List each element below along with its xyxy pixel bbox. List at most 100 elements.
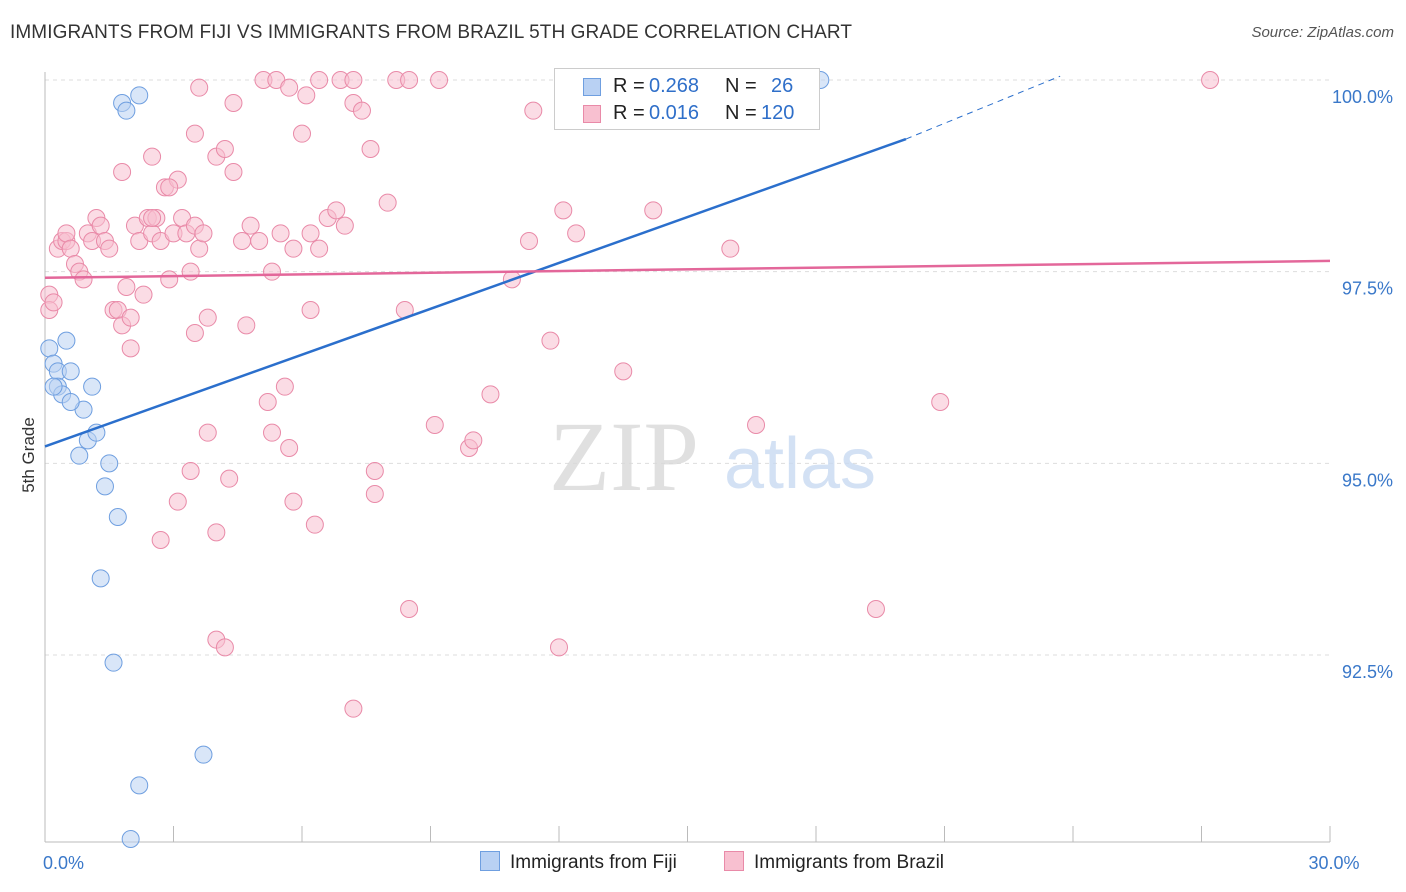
x-tick-label: 30.0% xyxy=(1308,853,1359,873)
fiji-trend-extension xyxy=(905,75,1061,140)
brazil-point xyxy=(747,416,766,434)
fiji-point xyxy=(104,653,123,672)
brazil-point xyxy=(113,163,132,181)
brazil-point xyxy=(224,163,243,181)
brazil-point xyxy=(57,224,76,243)
chart-title: IMMIGRANTS FROM FIJI VS IMMIGRANTS FROM … xyxy=(10,22,853,43)
brazil-point xyxy=(378,193,397,212)
brazil-point xyxy=(121,308,140,327)
brazil-point xyxy=(1201,71,1220,89)
brazil-point xyxy=(335,216,354,235)
brazil-point xyxy=(160,270,179,289)
fiji-point xyxy=(83,377,102,396)
brazil-point xyxy=(301,224,320,243)
legend-brazil-n-value: 120 xyxy=(761,102,795,124)
fiji-point xyxy=(121,830,140,848)
bottom-legend-fiji: Immigrants from Fiji xyxy=(480,851,677,874)
brazil-point xyxy=(168,492,187,511)
source-credit: Source: ZipAtlas.com xyxy=(1251,24,1394,41)
fiji-point xyxy=(130,776,149,795)
brazil-point xyxy=(143,147,162,166)
watermark-atlas: atlas xyxy=(724,424,876,504)
brazil-point xyxy=(550,638,568,657)
x-tick-label: 0.0% xyxy=(43,853,84,873)
brazil-point xyxy=(263,423,282,442)
brazil-point xyxy=(365,485,384,503)
brazil-point xyxy=(91,216,110,235)
brazil-point xyxy=(721,239,740,258)
brazil-point xyxy=(352,101,371,120)
brazil-point xyxy=(280,439,299,457)
fiji-point xyxy=(40,339,59,358)
brazil-point xyxy=(181,462,200,480)
brazil-point xyxy=(258,393,277,411)
y-tick-label: 97.5% xyxy=(1342,279,1393,299)
brazil-point xyxy=(224,94,243,112)
legend-fiji-n-value: 26 xyxy=(771,75,794,97)
brazil-point xyxy=(365,462,384,480)
brazil-point xyxy=(280,78,299,97)
fiji-point xyxy=(108,508,127,526)
brazil-point xyxy=(241,216,260,235)
brazil-point xyxy=(151,531,170,549)
trend-lines xyxy=(44,75,1331,448)
fiji-point xyxy=(61,362,80,381)
brazil-point xyxy=(190,239,209,258)
brazil-point xyxy=(430,71,449,89)
fiji-point xyxy=(57,331,76,350)
legend-swatch-brazil xyxy=(583,105,601,123)
bottom-legend-swatch-fiji xyxy=(480,851,500,871)
brazil-point xyxy=(305,515,324,534)
brazil-point xyxy=(233,232,252,250)
brazil-point xyxy=(400,600,419,618)
brazil-point xyxy=(117,278,136,296)
legend-fiji-r-value: 0.268 xyxy=(649,75,700,97)
brazil-point xyxy=(160,178,179,197)
brazil-point xyxy=(194,224,213,243)
fiji-points xyxy=(40,71,830,848)
brazil-point xyxy=(198,308,217,327)
brazil-point xyxy=(263,262,282,281)
brazil-point xyxy=(644,201,663,220)
brazil-point xyxy=(185,124,204,143)
brazil-point xyxy=(567,224,586,243)
brazil-point xyxy=(301,301,320,319)
brazil-point xyxy=(215,638,234,657)
brazil-point xyxy=(284,492,303,511)
brazil-point xyxy=(297,86,316,105)
legend-fiji-n-label: N = xyxy=(725,75,757,97)
watermark-zip: ZIP xyxy=(549,401,699,512)
brazil-point xyxy=(121,339,140,358)
bottom-legend-fiji-label: Immigrants from Fiji xyxy=(510,852,677,873)
brazil-point xyxy=(425,416,444,434)
brazil-point xyxy=(310,239,329,258)
brazil-point xyxy=(207,523,226,542)
brazil-point xyxy=(250,232,269,250)
brazil-point xyxy=(215,140,234,158)
brazil-point xyxy=(275,377,294,396)
brazil-point xyxy=(61,239,80,258)
brazil-point xyxy=(361,140,380,158)
bottom-legend-brazil-label: Immigrants from Brazil xyxy=(754,852,945,873)
legend-brazil-r-value: 0.016 xyxy=(649,102,700,124)
brazil-point xyxy=(464,431,483,450)
brazil-point xyxy=(190,78,209,97)
brazil-point xyxy=(185,324,204,342)
brazil-point xyxy=(44,293,63,312)
y-tick-label: 95.0% xyxy=(1342,470,1393,490)
brazil-point xyxy=(143,209,162,227)
fiji-point xyxy=(130,86,149,105)
brazil-point xyxy=(310,71,329,89)
brazil-point xyxy=(481,385,500,404)
brazil-point xyxy=(524,101,543,120)
brazil-point xyxy=(220,469,239,488)
brazil-point xyxy=(344,71,363,89)
brazil-point xyxy=(74,270,93,289)
brazil-point xyxy=(293,124,311,143)
brazil-point xyxy=(520,232,539,250)
brazil-point xyxy=(134,285,153,304)
brazil-point xyxy=(327,201,346,220)
y-tick-label: 100.0% xyxy=(1332,87,1393,107)
fiji-point xyxy=(61,393,80,411)
